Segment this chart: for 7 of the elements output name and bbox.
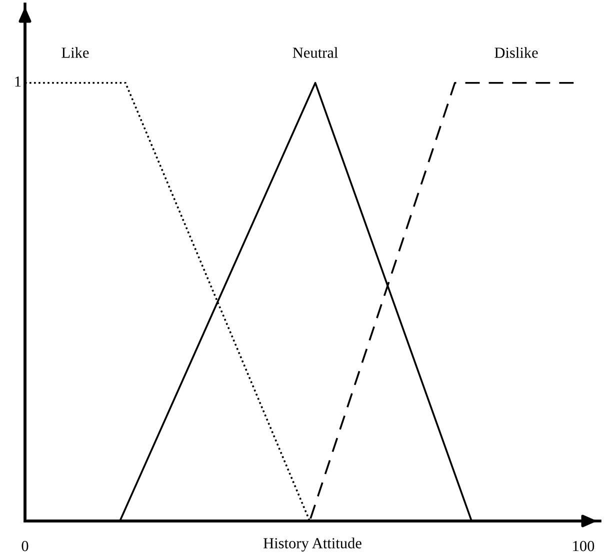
series-label: Dislike bbox=[494, 47, 538, 58]
series-label: Like bbox=[62, 47, 89, 58]
x-tick-label: 100 bbox=[573, 540, 594, 552]
x-axis-title: History Attitude bbox=[264, 538, 362, 552]
text: 1 bbox=[15, 76, 21, 87]
x-tick-label: 0 bbox=[22, 540, 28, 552]
series-label: Neutral bbox=[292, 47, 338, 58]
